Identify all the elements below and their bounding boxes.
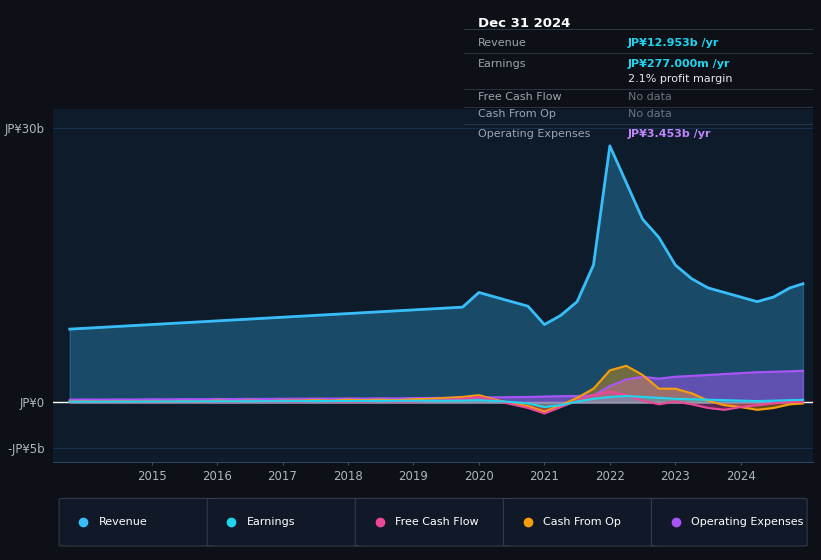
Text: Cash From Op: Cash From Op	[478, 110, 556, 119]
Text: JP¥3.453b /yr: JP¥3.453b /yr	[628, 129, 711, 139]
Text: Operating Expenses: Operating Expenses	[691, 517, 803, 527]
Text: Operating Expenses: Operating Expenses	[478, 129, 590, 139]
FancyBboxPatch shape	[59, 498, 215, 546]
Text: Revenue: Revenue	[99, 517, 147, 527]
FancyBboxPatch shape	[503, 498, 659, 546]
FancyBboxPatch shape	[651, 498, 807, 546]
Text: Free Cash Flow: Free Cash Flow	[395, 517, 479, 527]
Text: JP¥12.953b /yr: JP¥12.953b /yr	[628, 38, 719, 48]
Text: JP¥277.000m /yr: JP¥277.000m /yr	[628, 59, 731, 69]
Text: Earnings: Earnings	[246, 517, 295, 527]
Text: Free Cash Flow: Free Cash Flow	[478, 92, 562, 102]
Text: Dec 31 2024: Dec 31 2024	[478, 17, 571, 30]
Text: No data: No data	[628, 110, 672, 119]
Text: Revenue: Revenue	[478, 38, 526, 48]
Text: Cash From Op: Cash From Op	[543, 517, 621, 527]
FancyBboxPatch shape	[207, 498, 363, 546]
Text: Earnings: Earnings	[478, 59, 526, 69]
Text: No data: No data	[628, 92, 672, 102]
FancyBboxPatch shape	[355, 498, 511, 546]
Text: 2.1% profit margin: 2.1% profit margin	[628, 74, 732, 84]
